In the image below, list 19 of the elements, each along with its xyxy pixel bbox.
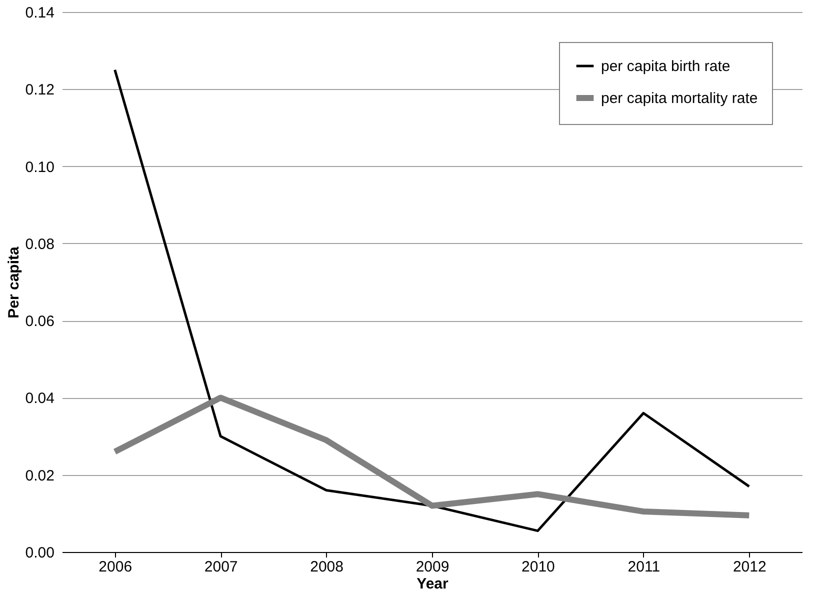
x-tick-label: 2009 xyxy=(416,558,450,576)
x-tick-label: 2010 xyxy=(522,558,555,576)
legend-label: per capita birth rate xyxy=(601,58,730,75)
y-tick-label: 0.08 xyxy=(25,236,54,253)
y-tick-label: 0.14 xyxy=(25,4,54,22)
x-tick-label: 2007 xyxy=(204,558,238,576)
y-tick-label: 0.00 xyxy=(25,544,54,562)
y-tick-label: 0.04 xyxy=(25,390,54,408)
x-tick-label: 2012 xyxy=(732,558,766,576)
x-tick-label: 2006 xyxy=(98,558,132,576)
y-tick-label: 0.10 xyxy=(25,158,54,176)
y-tick-label: 0.12 xyxy=(25,82,54,99)
x-tick-label: 2008 xyxy=(310,558,344,576)
y-axis-title: Per capita xyxy=(5,246,22,318)
x-axis-title: Year xyxy=(416,576,449,592)
y-tick-label: 0.02 xyxy=(25,467,54,484)
legend-label: per capita mortality rate xyxy=(601,90,758,107)
y-tick-label: 0.06 xyxy=(25,313,54,330)
x-tick-label: 2011 xyxy=(628,558,660,576)
